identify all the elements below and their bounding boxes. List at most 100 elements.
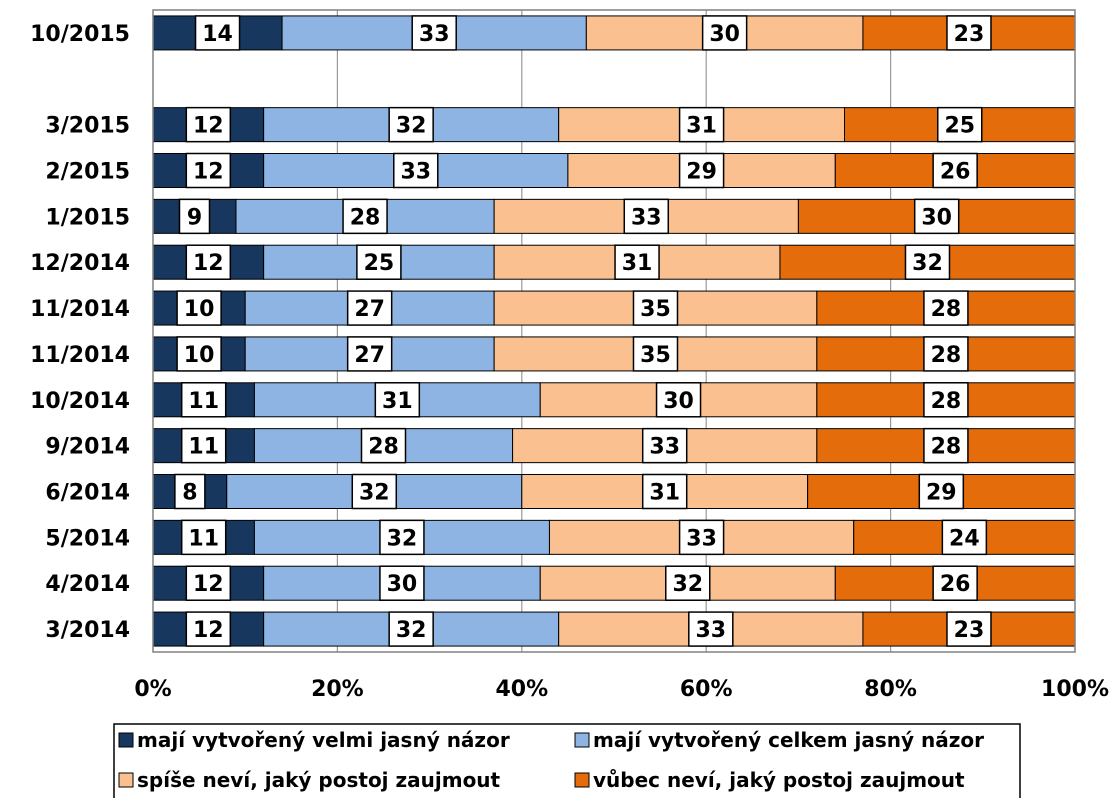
data-label: 32 bbox=[672, 572, 703, 597]
data-label: 32 bbox=[396, 114, 427, 139]
data-label: 12 bbox=[193, 572, 224, 597]
data-label: 28 bbox=[931, 343, 962, 368]
data-label: 32 bbox=[396, 618, 427, 643]
data-label-box bbox=[678, 106, 725, 143]
data-label: 33 bbox=[400, 160, 431, 185]
category-label: 6/2014 bbox=[45, 481, 130, 506]
category-label: 5/2014 bbox=[45, 526, 130, 551]
data-label: 33 bbox=[695, 618, 726, 643]
data-label: 23 bbox=[954, 22, 985, 47]
data-label: 27 bbox=[354, 343, 385, 368]
legend-swatch bbox=[118, 732, 134, 748]
legend-box bbox=[113, 723, 1021, 802]
value-axis-labels: 0% 20% 40% 60% 80% 100% bbox=[134, 677, 1109, 702]
data-label-box bbox=[379, 565, 425, 601]
data-label-box bbox=[918, 473, 965, 510]
category-label: 2/2015 bbox=[45, 160, 130, 185]
category-label: 12/2014 bbox=[30, 251, 130, 276]
data-label: 24 bbox=[949, 526, 980, 551]
data-label-box bbox=[176, 290, 222, 326]
data-label-box bbox=[180, 427, 227, 464]
data-label: 30 bbox=[709, 22, 740, 47]
legend-label: mají vytvořený celkem jasný názor bbox=[593, 728, 984, 752]
data-label: 12 bbox=[193, 114, 224, 139]
data-label: 9 bbox=[187, 205, 202, 230]
data-label-box bbox=[374, 382, 421, 418]
data-label: 35 bbox=[640, 297, 671, 322]
data-label-box bbox=[941, 519, 988, 556]
data-label: 28 bbox=[931, 297, 962, 322]
data-label: 32 bbox=[359, 481, 390, 506]
data-label-box bbox=[194, 15, 241, 51]
plot-frame bbox=[152, 9, 1076, 653]
data-label: 29 bbox=[686, 160, 717, 185]
data-label: 28 bbox=[931, 435, 962, 460]
data-label: 26 bbox=[940, 572, 971, 597]
data-label-box bbox=[614, 244, 660, 280]
data-label-box bbox=[185, 244, 232, 280]
data-label-box bbox=[346, 336, 393, 372]
data-label-box bbox=[946, 15, 992, 51]
data-label: 23 bbox=[954, 618, 985, 643]
data-label: 11 bbox=[188, 435, 219, 460]
data-label-box bbox=[932, 565, 978, 601]
data-label: 28 bbox=[368, 435, 399, 460]
data-label: 31 bbox=[382, 389, 413, 414]
data-label-box bbox=[946, 611, 992, 647]
data-label: 25 bbox=[364, 251, 395, 276]
data-label: 12 bbox=[193, 618, 224, 643]
category-label: 10/2014 bbox=[30, 389, 130, 414]
data-label-box bbox=[185, 565, 232, 601]
data-label-box bbox=[185, 106, 232, 143]
data-label: 31 bbox=[686, 114, 717, 139]
data-label-box bbox=[180, 519, 227, 556]
category-label: 3/2014 bbox=[45, 618, 130, 643]
data-label: 30 bbox=[663, 389, 694, 414]
data-label: 27 bbox=[354, 297, 385, 322]
data-label-box bbox=[176, 336, 222, 372]
data-label: 33 bbox=[649, 435, 680, 460]
legend-label: mají vytvořený velmi jasný názor bbox=[137, 728, 510, 752]
data-label: 10 bbox=[184, 343, 215, 368]
data-label-box bbox=[351, 473, 398, 510]
data-label: 31 bbox=[622, 251, 653, 276]
plot-area-border bbox=[152, 9, 1076, 653]
legend-swatch bbox=[574, 772, 590, 788]
data-label: 28 bbox=[350, 205, 381, 230]
data-label-box bbox=[701, 15, 748, 51]
data-label-box bbox=[342, 198, 388, 235]
data-label-box bbox=[904, 244, 951, 280]
legend-swatch bbox=[118, 772, 134, 788]
x-tick-label: 40% bbox=[495, 677, 548, 702]
data-label-box bbox=[688, 611, 734, 647]
data-label-box bbox=[185, 152, 232, 189]
x-tick-label: 100% bbox=[1041, 677, 1109, 702]
x-tick-label: 80% bbox=[864, 677, 917, 702]
category-label: 3/2015 bbox=[45, 114, 130, 139]
data-label: 33 bbox=[686, 526, 717, 551]
data-label: 11 bbox=[188, 526, 219, 551]
data-label-box bbox=[356, 244, 402, 280]
data-label-box bbox=[923, 336, 969, 372]
data-label-box bbox=[178, 198, 211, 235]
data-label-box bbox=[632, 336, 679, 372]
data-label: 8 bbox=[182, 481, 197, 506]
data-label: 12 bbox=[193, 251, 224, 276]
data-label-box bbox=[632, 290, 679, 326]
data-label-box bbox=[360, 427, 407, 464]
data-label-box bbox=[678, 519, 725, 556]
legend-label: spíše neví, jaký postoj zaujmout bbox=[137, 768, 501, 792]
category-label: 11/2014 bbox=[30, 343, 130, 368]
data-label-box bbox=[923, 427, 969, 464]
data-label: 35 bbox=[640, 343, 671, 368]
data-label-box bbox=[379, 519, 425, 556]
data-label-box bbox=[393, 152, 439, 189]
data-label: 29 bbox=[926, 481, 957, 506]
data-label-box bbox=[388, 611, 434, 647]
data-label: 25 bbox=[944, 114, 975, 139]
data-label-box bbox=[641, 473, 688, 510]
data-label-box bbox=[923, 382, 969, 418]
data-label-box bbox=[678, 152, 725, 189]
data-label: 33 bbox=[419, 22, 450, 47]
data-label: 32 bbox=[912, 251, 943, 276]
